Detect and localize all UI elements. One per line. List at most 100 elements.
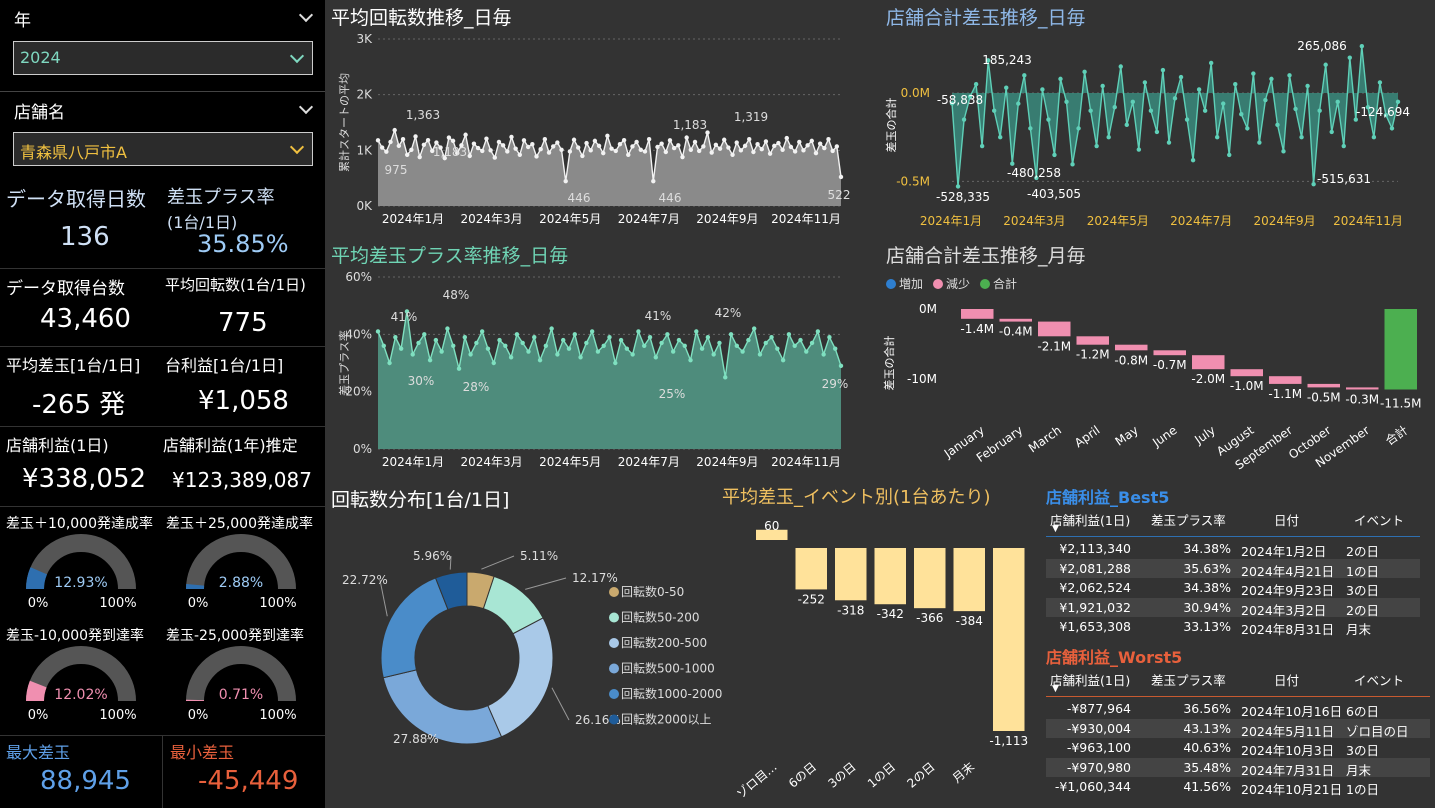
data-label: 27.88%	[393, 732, 439, 746]
avg-spins-title: 平均回転数推移_日毎	[331, 7, 512, 29]
leader-line	[481, 555, 515, 570]
data-point	[1004, 85, 1009, 90]
data-point	[514, 332, 520, 337]
data-point	[642, 149, 648, 154]
table-header[interactable]: 店舗利益(1日)	[1050, 513, 1131, 528]
table-cell: 2024年10月3日	[1241, 743, 1335, 758]
data-point	[757, 352, 763, 357]
sort-arrow-icon[interactable]: ▼	[1052, 524, 1059, 534]
data-point	[646, 137, 652, 142]
gauge-track	[186, 646, 296, 702]
table-header[interactable]: 店舗利益(1日)	[1050, 673, 1131, 688]
data-point	[596, 143, 602, 149]
table-header[interactable]: イベント	[1354, 513, 1405, 528]
table-header[interactable]: 差玉プラス率	[1151, 513, 1226, 528]
table-row[interactable]: ¥1,921,032 30.94% 2024年3月2日 2の日	[1046, 597, 1420, 618]
data-point	[1070, 162, 1075, 167]
event-bar	[795, 548, 827, 590]
data-point	[1136, 147, 1142, 152]
data-point	[1076, 126, 1081, 131]
data-point	[1377, 80, 1383, 85]
legend-text: 回転数500-1000	[621, 661, 715, 676]
data-label: 522	[828, 188, 851, 202]
table-row[interactable]: -¥1,060,344 41.56% 2024年10月21日 1の日	[1046, 777, 1430, 797]
data-point	[508, 355, 514, 360]
table-row[interactable]: ¥2,081,288 35.63% 2024年4月21日 1の日	[1046, 558, 1420, 579]
gauge-value: 0.71%	[219, 687, 263, 703]
store-dropdown[interactable]: 青森県八戸市A	[13, 132, 313, 166]
table-row[interactable]: -¥970,980 35.48% 2024年7月31日 月末	[1046, 757, 1430, 778]
x-tick-label: 2024年3月	[461, 212, 523, 226]
machines-value: 43,460	[40, 304, 131, 334]
data-point	[471, 141, 477, 146]
header-divider	[1046, 536, 1420, 537]
data-point	[1335, 99, 1340, 105]
table-row[interactable]: -¥963,100 40.63% 2024年10月3日 3の日	[1046, 738, 1430, 758]
data-point	[559, 147, 564, 152]
data-point	[605, 133, 610, 139]
table-row[interactable]: -¥930,004 43.13% 2024年5月11日 ゾロ目の日	[1046, 718, 1430, 739]
table-header[interactable]: 差玉プラス率	[1151, 673, 1226, 688]
data-label: 41%	[391, 310, 418, 324]
legend-text: 回転数1000-2000	[621, 686, 722, 701]
legend-total: 合計	[980, 275, 1017, 292]
legend-text: 増加	[899, 277, 924, 291]
data-point	[1160, 67, 1166, 73]
table-cell: 2024年7月31日	[1241, 762, 1335, 778]
data-point	[1257, 140, 1262, 145]
table-cell: 月末	[1346, 622, 1372, 637]
data-point	[450, 138, 456, 144]
data-point	[630, 352, 635, 357]
data-point	[1395, 99, 1401, 105]
data-point	[696, 148, 702, 154]
data-point	[1353, 117, 1359, 122]
data-point	[817, 141, 823, 146]
year-dropdown[interactable]: 2024	[13, 41, 313, 75]
table-row[interactable]: ¥2,062,524 34.38% 2024年9月23日 3の日	[1046, 578, 1420, 598]
data-point	[475, 145, 481, 151]
data-point	[659, 340, 664, 346]
data-point	[1275, 122, 1280, 128]
data-point	[427, 357, 433, 363]
series-area	[378, 130, 841, 206]
x-tick-label: 2024年3月	[461, 455, 523, 469]
data-point	[723, 375, 728, 380]
y-tick-label: 40%	[345, 327, 372, 341]
store-dropdown-value: 青森県八戸市A	[20, 143, 127, 162]
data-point	[955, 184, 961, 189]
x-tick-label: 2024年5月	[539, 212, 601, 226]
table-header[interactable]: イベント	[1354, 673, 1405, 688]
sort-arrow-icon[interactable]: ▼	[1052, 684, 1059, 694]
table-header[interactable]: 日付	[1274, 673, 1300, 688]
data-label: 29%	[822, 377, 849, 391]
table-header[interactable]: 日付	[1274, 513, 1300, 528]
data-point	[1118, 64, 1123, 69]
data-point	[728, 332, 734, 337]
table-row[interactable]: -¥877,964 36.56% 2024年10月16日 6の日	[1046, 699, 1430, 719]
table-cell: 41.56%	[1183, 779, 1231, 794]
table-cell: ¥1,921,032	[1059, 599, 1131, 615]
data-point	[682, 343, 687, 348]
waterfall-bar	[1115, 344, 1148, 351]
data-point	[798, 337, 803, 343]
data-point	[726, 145, 731, 150]
table-cell: 34.38%	[1183, 580, 1231, 595]
gauge-value: 12.93%	[54, 575, 107, 591]
data-point	[809, 138, 815, 144]
event-bar	[914, 548, 946, 609]
data-point	[1293, 106, 1298, 112]
table-cell: 3の日	[1346, 743, 1379, 758]
data-point	[396, 143, 402, 149]
plus-rate-value: 35.85%	[197, 230, 289, 258]
data-label: 25%	[659, 387, 686, 401]
data-point	[1148, 108, 1154, 113]
data-point	[1281, 149, 1286, 154]
data-point	[767, 151, 773, 156]
data-point	[543, 343, 549, 348]
data-point	[584, 340, 589, 346]
table-row[interactable]: ¥2,113,340 34.38% 2024年1月2日 2の日	[1046, 539, 1420, 559]
gauge-min: 0%	[28, 708, 49, 723]
table-row[interactable]: ¥1,653,308 33.13% 2024年8月31日 月末	[1046, 617, 1420, 637]
data-label: 22.72%	[342, 573, 388, 587]
